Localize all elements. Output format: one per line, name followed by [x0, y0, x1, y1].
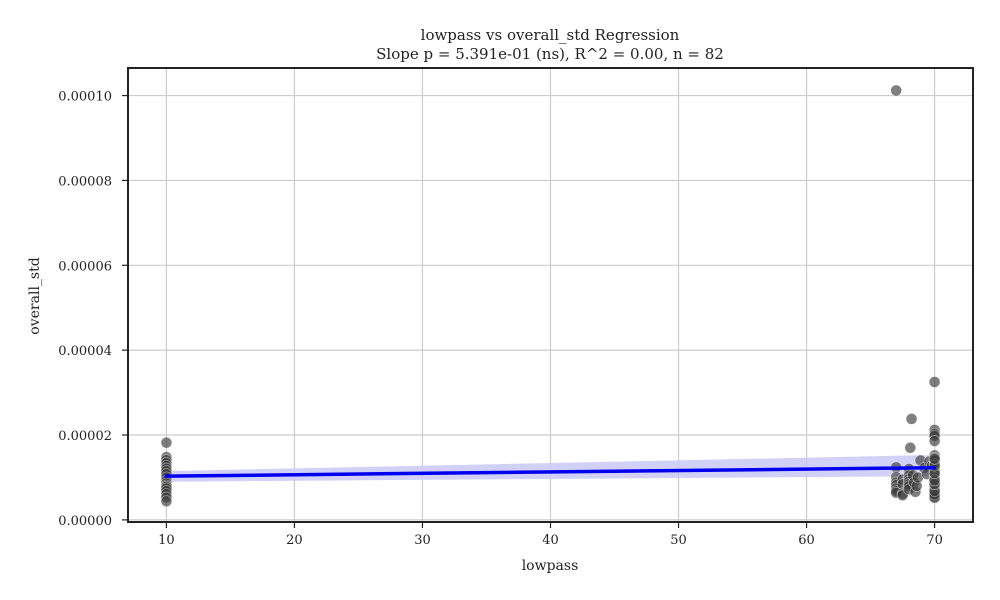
grid-lines — [128, 68, 973, 522]
y-tick-label: 0.00006 — [58, 259, 112, 274]
data-point — [160, 495, 173, 508]
data-point — [928, 376, 941, 388]
y-tick-label: 0.00002 — [58, 429, 112, 444]
data-point — [890, 84, 902, 97]
y-tick-label: 0.00010 — [58, 90, 112, 105]
y-axis-label: overall_std — [27, 257, 43, 334]
x-tick-label: 60 — [798, 533, 815, 548]
x-tick-label: 70 — [926, 533, 943, 548]
data-point — [905, 413, 918, 425]
x-tick-label: 20 — [286, 533, 303, 548]
data-point — [904, 441, 917, 454]
regression-group — [164, 465, 937, 478]
y-tick-label: 0.00008 — [58, 174, 112, 189]
x-axis-label: lowpass — [522, 558, 579, 574]
x-axis-ticks: 10 20 30 40 50 60 70 — [158, 522, 943, 548]
data-point — [160, 436, 173, 449]
chart-title: lowpass vs overall_std Regression — [421, 26, 680, 44]
scatter-points — [160, 84, 941, 508]
data-point — [928, 452, 941, 465]
regression-line — [164, 465, 937, 478]
chart-subtitle: Slope p = 5.391e-01 (ns), R^2 = 0.00, n … — [376, 45, 724, 63]
x-tick-label: 50 — [670, 533, 687, 548]
x-tick-label: 30 — [414, 533, 431, 548]
y-tick-label: 0.00004 — [58, 344, 112, 359]
x-tick-label: 10 — [158, 533, 175, 548]
data-point — [928, 435, 941, 447]
x-tick-label: 40 — [542, 533, 559, 548]
y-axis-ticks: 0.00000 0.00002 0.00004 0.00006 0.00008 0.000… — [58, 90, 128, 529]
y-tick-label: 0.00000 — [58, 514, 112, 529]
